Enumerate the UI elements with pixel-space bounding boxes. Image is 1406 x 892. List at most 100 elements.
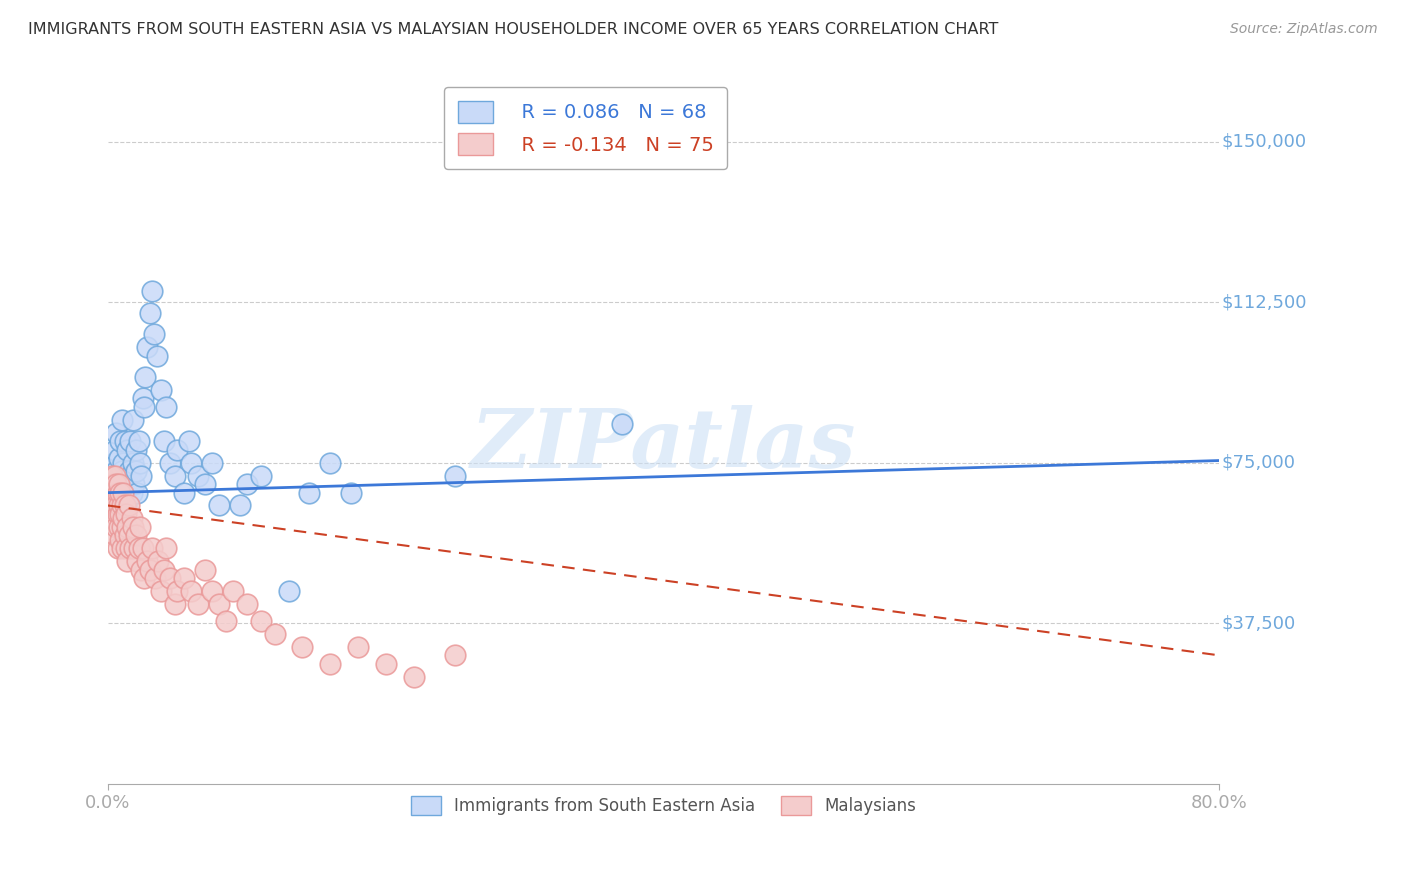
Point — [128, 434, 150, 449]
Point — [117, 554, 139, 568]
Point — [118, 464, 141, 478]
Point — [114, 434, 136, 449]
Point — [127, 554, 149, 568]
Point — [125, 442, 148, 457]
Point — [610, 417, 633, 432]
Point — [111, 499, 134, 513]
Point — [236, 477, 259, 491]
Point — [132, 571, 155, 585]
Point — [118, 528, 141, 542]
Point — [100, 485, 122, 500]
Point — [149, 383, 172, 397]
Point — [117, 477, 139, 491]
Point — [107, 485, 129, 500]
Point — [100, 477, 122, 491]
Point — [111, 464, 134, 478]
Point — [347, 640, 370, 654]
Point — [180, 584, 202, 599]
Point — [122, 520, 145, 534]
Point — [141, 541, 163, 556]
Point — [143, 571, 166, 585]
Point — [319, 456, 342, 470]
Point — [108, 499, 131, 513]
Point — [114, 528, 136, 542]
Point — [146, 554, 169, 568]
Point — [114, 499, 136, 513]
Point — [108, 451, 131, 466]
Point — [131, 392, 153, 406]
Point — [103, 507, 125, 521]
Point — [104, 499, 127, 513]
Point — [152, 434, 174, 449]
Text: ZIPatlas: ZIPatlas — [471, 405, 856, 484]
Point — [103, 485, 125, 500]
Point — [111, 413, 134, 427]
Point — [105, 499, 128, 513]
Point — [122, 456, 145, 470]
Point — [121, 485, 143, 500]
Point — [135, 554, 157, 568]
Text: $37,500: $37,500 — [1222, 615, 1295, 632]
Point — [124, 541, 146, 556]
Point — [194, 563, 217, 577]
Point — [104, 528, 127, 542]
Point — [103, 499, 125, 513]
Point — [115, 468, 138, 483]
Point — [149, 584, 172, 599]
Point — [444, 648, 467, 663]
Point — [142, 327, 165, 342]
Point — [180, 456, 202, 470]
Point — [104, 485, 127, 500]
Point — [107, 477, 129, 491]
Point — [127, 485, 149, 500]
Point — [120, 434, 142, 449]
Point — [108, 468, 131, 483]
Point — [128, 541, 150, 556]
Point — [105, 425, 128, 440]
Point — [155, 541, 177, 556]
Point — [129, 520, 152, 534]
Point — [201, 456, 224, 470]
Point — [115, 507, 138, 521]
Point — [103, 477, 125, 491]
Point — [291, 640, 314, 654]
Point — [118, 499, 141, 513]
Point — [103, 456, 125, 470]
Point — [152, 563, 174, 577]
Text: IMMIGRANTS FROM SOUTH EASTERN ASIA VS MALAYSIAN HOUSEHOLDER INCOME OVER 65 YEARS: IMMIGRANTS FROM SOUTH EASTERN ASIA VS MA… — [28, 22, 998, 37]
Point — [135, 340, 157, 354]
Point — [124, 477, 146, 491]
Point — [141, 285, 163, 299]
Point — [105, 464, 128, 478]
Point — [114, 485, 136, 500]
Point — [105, 477, 128, 491]
Point — [131, 563, 153, 577]
Point — [115, 541, 138, 556]
Point — [112, 477, 135, 491]
Point — [132, 400, 155, 414]
Point — [131, 468, 153, 483]
Point — [104, 468, 127, 483]
Point — [117, 442, 139, 457]
Text: $112,500: $112,500 — [1222, 293, 1306, 311]
Point — [277, 584, 299, 599]
Point — [110, 533, 132, 547]
Point — [98, 499, 121, 513]
Text: $75,000: $75,000 — [1222, 454, 1295, 472]
Point — [101, 499, 124, 513]
Point — [101, 468, 124, 483]
Point — [298, 485, 321, 500]
Point — [166, 584, 188, 599]
Point — [187, 468, 209, 483]
Point — [159, 456, 181, 470]
Point — [166, 442, 188, 457]
Point — [104, 442, 127, 457]
Point — [201, 584, 224, 599]
Point — [187, 597, 209, 611]
Point — [222, 584, 245, 599]
Point — [163, 597, 186, 611]
Point — [134, 370, 156, 384]
Point — [208, 597, 231, 611]
Point — [111, 520, 134, 534]
Point — [173, 571, 195, 585]
